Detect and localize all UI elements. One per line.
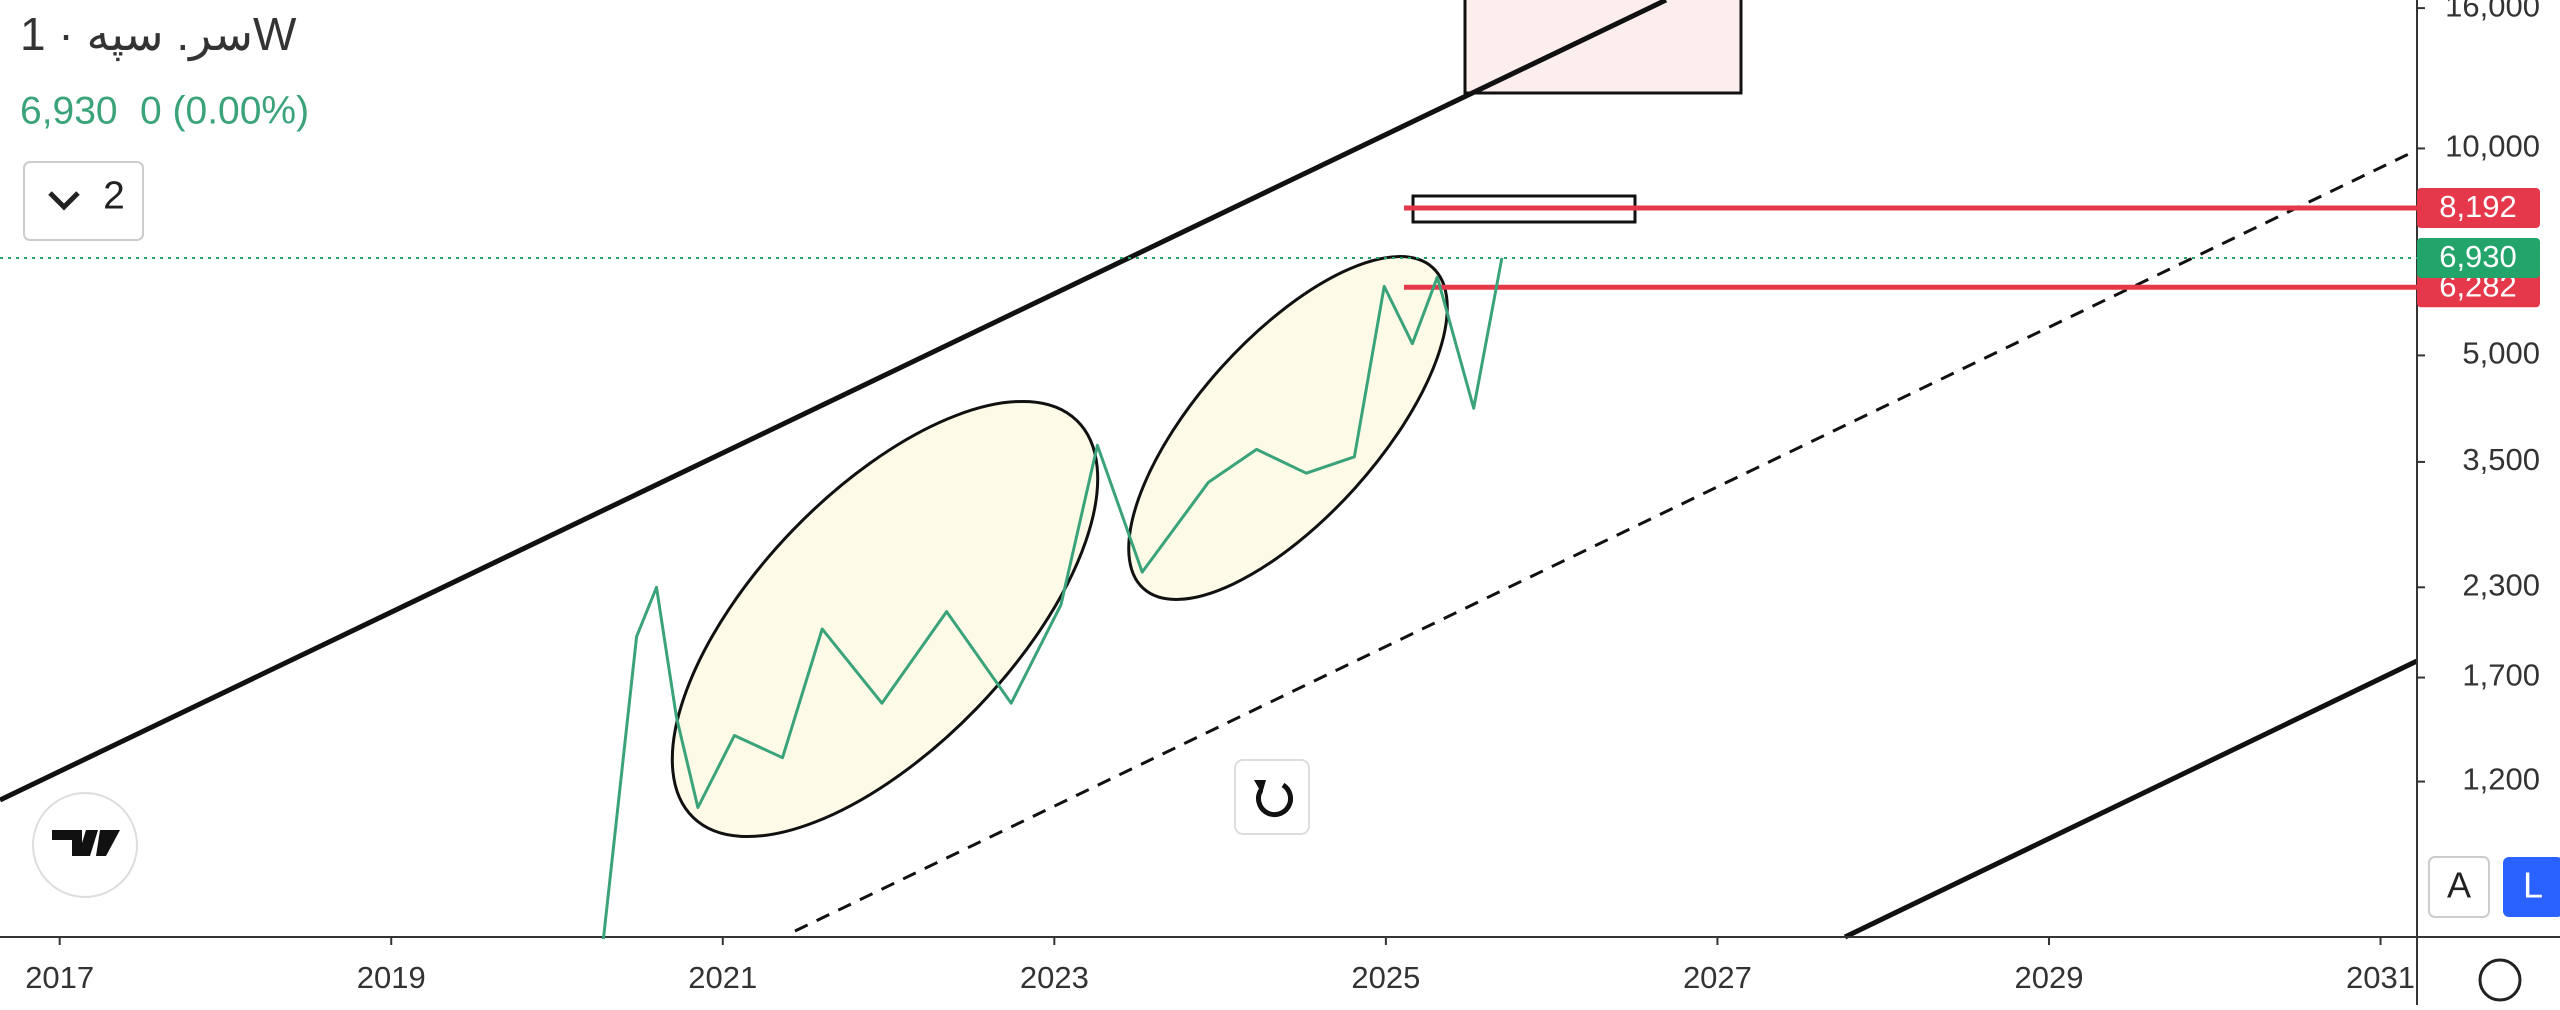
x-tick-label: 2027 bbox=[1683, 960, 1752, 995]
price-line bbox=[601, 257, 1504, 940]
y-tick-label: 1,200 bbox=[2462, 762, 2540, 797]
chevron-icon bbox=[48, 191, 80, 211]
indicators-count: 2 bbox=[103, 174, 125, 217]
level-label: 8,192 bbox=[2439, 189, 2517, 224]
indicators-toggle[interactable] bbox=[23, 161, 144, 241]
replay-arrow bbox=[1254, 780, 1266, 794]
logo-icon bbox=[52, 830, 120, 856]
trendline bbox=[0, 0, 1668, 803]
x-tick-label: 2019 bbox=[357, 960, 426, 995]
log-scale-button[interactable] bbox=[2503, 857, 2560, 917]
y-tick-label: 5,000 bbox=[2462, 336, 2540, 371]
price-change: 0 (0.00%) bbox=[140, 89, 309, 132]
x-tick-label: 2017 bbox=[25, 960, 94, 995]
trendline bbox=[1843, 658, 2419, 940]
replay-icon bbox=[1256, 782, 1294, 818]
y-tick-label: 10,000 bbox=[2445, 129, 2540, 164]
x-tick-label: 2023 bbox=[1020, 960, 1089, 995]
auto-scale-button[interactable] bbox=[2428, 856, 2490, 918]
x-tick-label: 2025 bbox=[1351, 960, 1420, 995]
y-tick-label: 2,300 bbox=[2462, 567, 2540, 602]
settings-icon[interactable] bbox=[2478, 958, 2522, 1002]
ellipse-drawing bbox=[1127, 255, 1449, 601]
x-tick-label: 2029 bbox=[2014, 960, 2083, 995]
x-tick-label: 2031 bbox=[2346, 960, 2415, 995]
symbol-title: سر. سپه · 1W bbox=[20, 8, 297, 62]
auto-scale-label: A bbox=[2447, 865, 2471, 906]
replay-button[interactable] bbox=[1234, 759, 1310, 835]
level-label-box bbox=[2417, 187, 2540, 228]
dashed-trendline bbox=[794, 148, 2418, 933]
last-price-label: 6,930 bbox=[2439, 239, 2517, 274]
x-tick-label: 2021 bbox=[688, 960, 757, 995]
y-tick-label: 3,500 bbox=[2462, 442, 2540, 477]
ellipse-drawing bbox=[670, 399, 1100, 839]
log-scale-label: L bbox=[2523, 865, 2543, 906]
last-price: 6,930 bbox=[20, 89, 118, 132]
y-tick-label: 1,700 bbox=[2462, 658, 2540, 693]
y-tick-label: 16,000 bbox=[2445, 0, 2540, 23]
box-drawing bbox=[1463, 0, 1743, 95]
last-price-box bbox=[2417, 237, 2540, 278]
